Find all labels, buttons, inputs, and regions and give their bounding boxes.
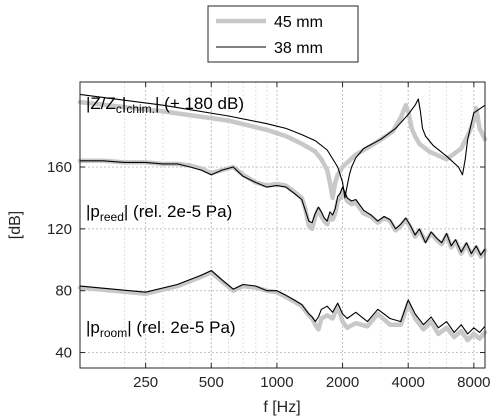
series-line-45mm-room	[77, 269, 488, 343]
x-tick-label: 8000	[457, 374, 490, 391]
grid	[80, 82, 485, 368]
x-tick-label: 4000	[392, 374, 425, 391]
x-axis-label: f [Hz]	[263, 399, 300, 416]
y-tick-label: 120	[47, 221, 72, 238]
y-tick-label: 160	[47, 159, 72, 176]
legend-label-38mm: 38 mm	[274, 40, 323, 57]
series-line-45mm-chimney	[77, 99, 488, 201]
series-line-38mm-reed	[79, 160, 486, 256]
x-tick-label: 1000	[260, 374, 293, 391]
annotation-reed: |preed| (rel. 2e-5 Pa)	[86, 202, 232, 224]
series-line-38mm-room	[79, 270, 486, 335]
y-axis-label: [dB]	[7, 211, 24, 239]
series-layer	[77, 93, 488, 343]
tick-marks	[80, 82, 485, 368]
tick-labels: 250 500 1000 2000 4000 8000 40 80 120 160	[47, 159, 491, 391]
legend: 45 mm 38 mm	[207, 5, 359, 63]
legend-box	[207, 5, 359, 63]
x-tick-label: 500	[199, 374, 224, 391]
annotation-room: |proom| (rel. 2e-5 Pa)	[86, 318, 236, 340]
y-tick-label: 80	[55, 283, 72, 300]
plot-frame	[79, 81, 486, 369]
x-tick-label: 250	[133, 374, 158, 391]
y-tick-label: 40	[55, 345, 72, 362]
annotation-chimney: |Z/Zc|chim.| (+ 180 dB)	[86, 94, 244, 116]
series-line-38mm-chimney	[79, 93, 486, 199]
x-tick-label: 2000	[326, 374, 359, 391]
legend-label-45mm: 45 mm	[274, 14, 323, 31]
